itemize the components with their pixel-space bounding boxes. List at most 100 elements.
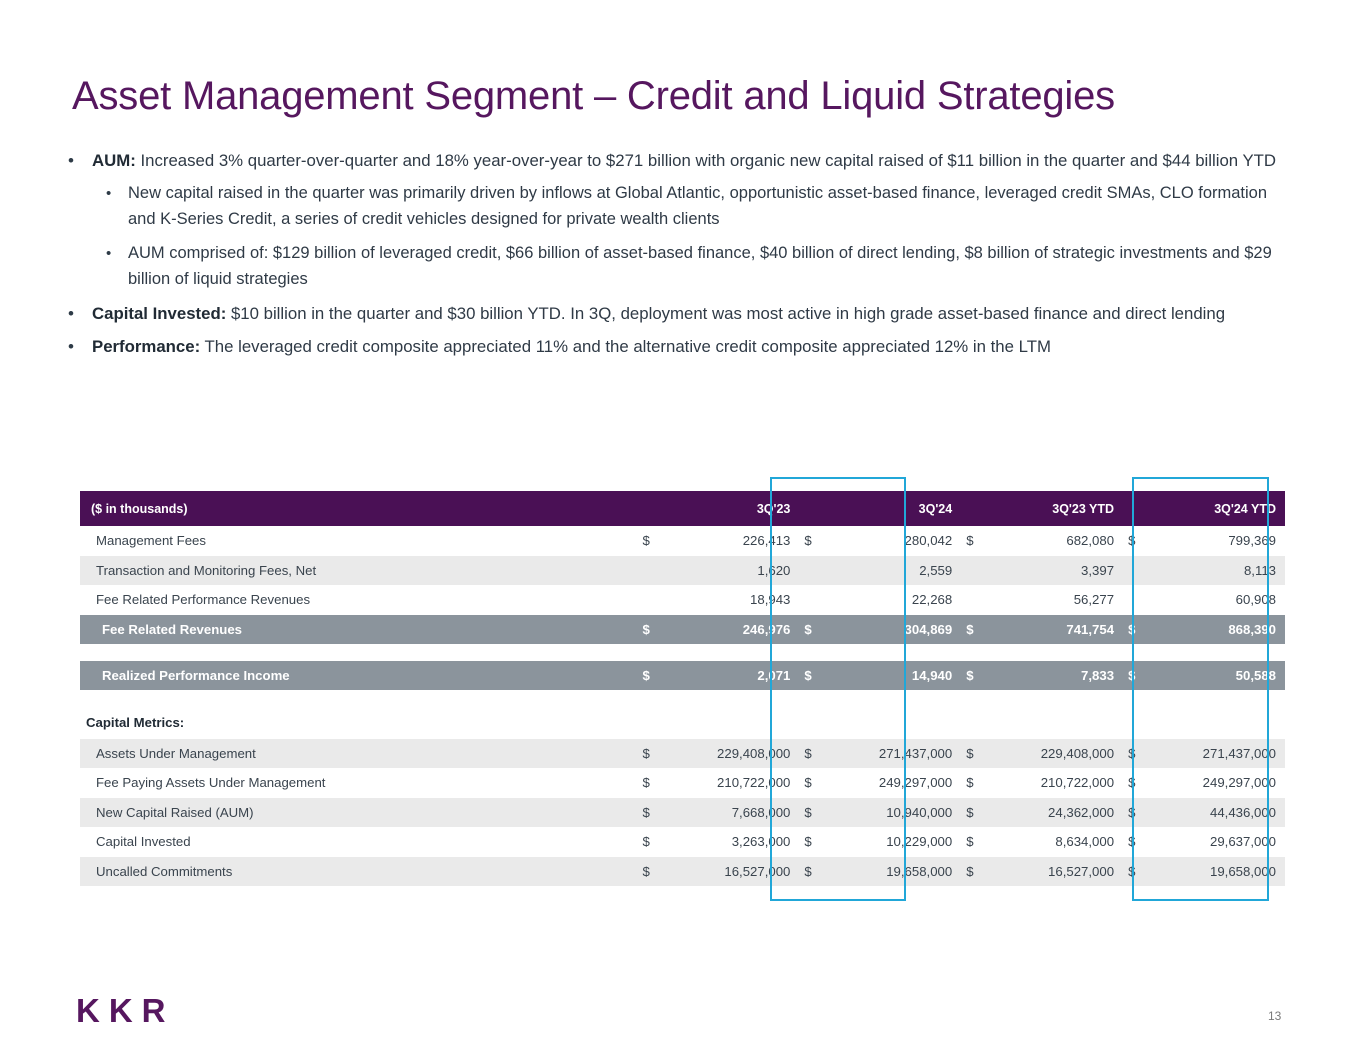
section-label: Capital Metrics:: [80, 706, 638, 739]
row-value-col4: 60,908: [1156, 585, 1285, 615]
bullet-text: AUM comprised of: $129 billion of levera…: [128, 241, 1283, 292]
row-value-col2: 2,559: [832, 555, 962, 585]
row-currency-symbol: $: [799, 827, 833, 857]
row-currency-symbol: [637, 585, 672, 615]
section-filler: [637, 706, 1285, 739]
row-value-col3: 682,080: [994, 526, 1124, 556]
bullet-text: AUM: Increased 3% quarter-over-quarter a…: [92, 148, 1283, 174]
row-value-col1: 246,976: [671, 614, 800, 644]
row-currency-symbol: $: [799, 660, 833, 690]
row-currency-symbol: $: [637, 614, 672, 644]
row-currency-symbol: $: [637, 797, 672, 827]
row-value-col4: 271,437,000: [1156, 738, 1285, 768]
row-label: Uncalled Commitments: [80, 856, 638, 886]
row-value-col1: 2,071: [671, 660, 800, 690]
row-value-col3: 24,362,000: [994, 797, 1124, 827]
row-currency-symbol: $: [1123, 768, 1157, 798]
table-subtotal-row: Fee Related Revenues $246,976 $304,869 $741…: [80, 614, 1285, 644]
row-value-col3: 741,754: [994, 614, 1124, 644]
table-section-row: Capital Metrics:: [80, 706, 1285, 739]
bullet-item: • Performance: The leveraged credit compo…: [68, 334, 1283, 360]
bullet-marker-icon: •: [68, 337, 74, 356]
row-value-col4: 799,369: [1156, 526, 1285, 556]
row-value-col1: 1,620: [671, 555, 800, 585]
table-row: Fee Paying Assets Under Management $210,7…: [80, 768, 1285, 798]
row-label: Realized Performance Income: [80, 660, 638, 690]
row-value-col4: 44,436,000: [1156, 797, 1285, 827]
row-currency-symbol: $: [637, 738, 672, 768]
row-value-col3: 56,277: [994, 585, 1124, 615]
bullet-item: • New capital raised in the quarter was p…: [68, 181, 1283, 232]
bullet-lead-in: AUM:: [92, 151, 136, 170]
row-currency-symbol: $: [637, 526, 672, 556]
row-currency-symbol: [961, 585, 995, 615]
row-value-col2: 249,297,000: [832, 768, 962, 798]
row-currency-symbol: $: [1123, 526, 1157, 556]
row-currency-symbol: $: [961, 768, 995, 798]
row-value-col1: 18,943: [671, 585, 800, 615]
row-value-col2: 14,940: [832, 660, 962, 690]
header-units-label: ($ in thousands): [80, 491, 638, 526]
row-value-col4: 868,390: [1156, 614, 1285, 644]
row-value-col4: 19,658,000: [1156, 856, 1285, 886]
row-currency-symbol: $: [799, 614, 833, 644]
row-currency-symbol: $: [799, 738, 833, 768]
page-number: 13: [1268, 1009, 1282, 1023]
row-currency-symbol: $: [961, 614, 995, 644]
row-currency-symbol: $: [799, 768, 833, 798]
row-label: Capital Invested: [80, 827, 638, 857]
table-row: Capital Invested $3,263,000 $10,229,000 $8,…: [80, 827, 1285, 857]
bullet-lead-in: Performance:: [92, 337, 201, 356]
row-value-col1: 210,722,000: [671, 768, 800, 798]
row-currency-symbol: $: [799, 526, 833, 556]
row-currency-symbol: $: [637, 660, 672, 690]
row-value-col2: 22,268: [832, 585, 962, 615]
row-currency-symbol: [961, 555, 995, 585]
table-row: Assets Under Management $229,408,000 $271,…: [80, 738, 1285, 768]
table-spacer-row: [80, 643, 1285, 661]
table-subtotal-row: Realized Performance Income $2,071 $14,940…: [80, 660, 1285, 690]
bullet-marker-icon: •: [68, 304, 74, 323]
row-currency-symbol: $: [1123, 827, 1157, 857]
row-value-col3: 8,634,000: [994, 827, 1124, 857]
bullet-item: • AUM: Increased 3% quarter-over-quarter …: [68, 148, 1283, 174]
financials-table: ($ in thousands) 3Q'23 3Q'24 3Q'23 YTD 3…: [80, 491, 1285, 886]
row-currency-symbol: $: [961, 797, 995, 827]
bullet-lead-in: Capital Invested:: [92, 304, 227, 323]
table-body: Management Fees $226,413 $280,042 $682,080 $…: [80, 526, 1285, 886]
row-value-col1: 226,413: [671, 526, 800, 556]
row-currency-symbol: [799, 585, 833, 615]
header-col-3q24: 3Q'24: [799, 491, 962, 526]
row-currency-symbol: $: [637, 856, 672, 886]
row-value-col4: 249,297,000: [1156, 768, 1285, 798]
row-label: Assets Under Management: [80, 738, 638, 768]
row-value-col2: 280,042: [832, 526, 962, 556]
bullet-body: The leveraged credit composite appreciat…: [200, 337, 1051, 356]
table-row: New Capital Raised (AUM) $7,668,000 $10,94…: [80, 797, 1285, 827]
row-label: Transaction and Monitoring Fees, Net: [80, 555, 638, 585]
bullet-list: • AUM: Increased 3% quarter-over-quarter …: [68, 148, 1283, 367]
kkr-logo: KKR: [76, 992, 175, 1029]
row-value-col2: 10,229,000: [832, 827, 962, 857]
table-header-row: ($ in thousands) 3Q'23 3Q'24 3Q'23 YTD 3…: [80, 491, 1285, 526]
header-col-3q23-ytd: 3Q'23 YTD: [961, 491, 1124, 526]
table-row: Fee Related Performance Revenues 18,943 22…: [80, 585, 1285, 615]
bullet-body: New capital raised in the quarter was pr…: [128, 184, 1268, 228]
table-row: Management Fees $226,413 $280,042 $682,080 $…: [80, 526, 1285, 556]
row-value-col4: 8,113: [1156, 555, 1285, 585]
row-value-col2: 19,658,000: [832, 856, 962, 886]
bullet-text: Capital Invested: $10 billion in the qua…: [92, 301, 1283, 327]
row-currency-symbol: $: [1123, 614, 1157, 644]
row-currency-symbol: $: [1123, 797, 1157, 827]
row-value-col4: 29,637,000: [1156, 827, 1285, 857]
row-value-col1: 229,408,000: [671, 738, 800, 768]
row-label: Management Fees: [80, 526, 638, 556]
row-currency-symbol: $: [961, 738, 995, 768]
bullet-marker-icon: •: [68, 151, 74, 170]
row-label: New Capital Raised (AUM): [80, 797, 638, 827]
bullet-item: • AUM comprised of: $129 billion of lever…: [68, 241, 1283, 292]
row-currency-symbol: $: [1123, 660, 1157, 690]
bullet-text: New capital raised in the quarter was pr…: [128, 181, 1283, 232]
bullet-marker-icon: •: [106, 245, 112, 262]
row-currency-symbol: [1123, 555, 1157, 585]
